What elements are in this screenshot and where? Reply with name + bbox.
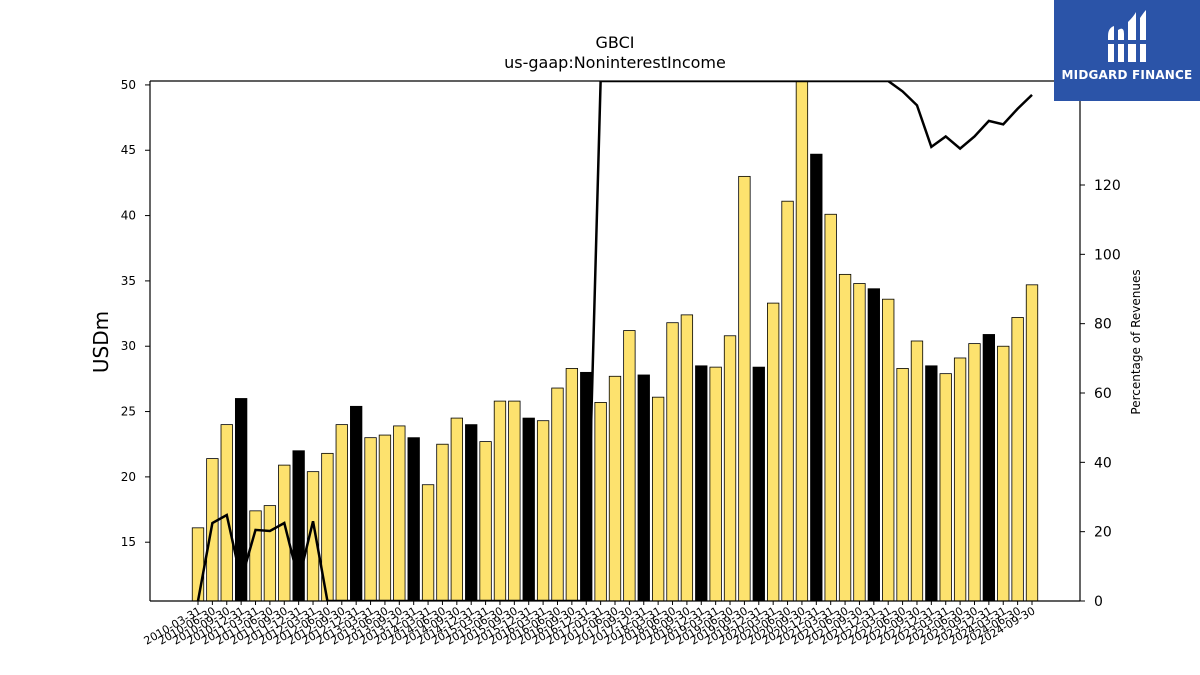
y-tick-label-45: 45 [121, 143, 136, 157]
bar-2011-12-31 [292, 450, 305, 601]
bar-2010-03-31 [191, 527, 205, 601]
y2-tick-label-80: 80 [1094, 317, 1112, 333]
y-tick-label-30: 30 [121, 339, 136, 353]
bar-2015-09-30 [508, 400, 521, 601]
bar-2022-06-30 [896, 368, 909, 601]
y-tick-label-25: 25 [121, 405, 136, 419]
bar-2019-03-31 [709, 366, 722, 601]
bar-2013-12-31 [407, 437, 420, 601]
bar-2016-06-30 [551, 387, 564, 601]
bar-2018-12-31 [695, 365, 708, 601]
y-tick-label-40: 40 [121, 209, 136, 223]
plot-area: 15202530354045500204060801001202010-03-3… [121, 78, 1121, 648]
y2-tick-label-40: 40 [1094, 455, 1112, 471]
bar-2015-03-31 [479, 441, 492, 601]
bar-2017-12-31 [637, 374, 650, 601]
bar-2024-06-30 [1011, 317, 1024, 601]
bar-2022-09-30 [910, 340, 924, 601]
bar-2011-03-31 [249, 510, 262, 601]
midgard-logo-icon [1106, 10, 1148, 63]
brand-logo: MIDGARD FINANCE [1054, 0, 1200, 101]
bar-2020-09-30 [795, 81, 809, 601]
bar-2011-09-30 [278, 464, 291, 601]
bar-2019-12-31 [752, 366, 765, 601]
chart-subtitle: us-gaap:NoninterestIncome [504, 53, 726, 72]
y2-tick-label-0: 0 [1094, 594, 1103, 610]
chart-title: GBCI [596, 33, 635, 52]
bar-2018-03-31 [651, 396, 665, 601]
bar-2024-09-30 [1025, 284, 1039, 601]
bar-2012-09-30 [335, 424, 348, 601]
bar-2023-06-30 [953, 357, 967, 601]
bar-2021-12-31 [867, 288, 880, 601]
bar-2015-06-30 [493, 400, 507, 601]
bar-2014-06-30 [436, 443, 449, 601]
y2-tick-label-20: 20 [1094, 525, 1112, 541]
bar-2020-12-31 [810, 153, 823, 601]
bar-2015-12-31 [522, 417, 535, 601]
bar-2014-09-30 [450, 417, 463, 601]
line-series [196, 81, 1033, 601]
bar-2020-06-30 [781, 200, 794, 601]
bar-2019-09-30 [738, 175, 751, 601]
bar-2017-09-30 [623, 330, 636, 601]
y-tick-label-20: 20 [121, 470, 136, 484]
y-tick-label-35: 35 [121, 274, 136, 288]
bar-2021-09-30 [853, 283, 866, 601]
bar-2019-06-30 [723, 335, 737, 601]
bar-2021-03-31 [824, 213, 837, 601]
bar-2017-06-30 [608, 375, 622, 601]
bar-2023-03-31 [939, 373, 952, 601]
y2-tick-label-60: 60 [1094, 386, 1112, 402]
brand-name: MIDGARD FINANCE [1061, 68, 1193, 82]
bar-2022-12-31 [925, 365, 938, 601]
bar-2022-03-31 [882, 298, 895, 601]
bar-2016-03-31 [536, 420, 550, 601]
bar-2013-09-30 [393, 425, 406, 601]
y-axis-label: USDm [89, 311, 113, 373]
bar-2012-03-31 [306, 471, 320, 601]
y2-tick-label-120: 120 [1094, 178, 1121, 194]
bar-2023-12-31 [982, 334, 996, 601]
bar-2010-09-30 [220, 424, 233, 601]
y-tick-label-50: 50 [121, 78, 136, 92]
bar-2014-12-31 [465, 424, 478, 601]
bar-2011-06-30 [263, 505, 277, 601]
bar-2016-09-30 [565, 368, 579, 601]
bar-2024-03-31 [997, 345, 1010, 601]
bar-2012-12-31 [350, 405, 363, 601]
bar-2013-03-31 [364, 437, 377, 601]
bar-2021-06-30 [838, 273, 852, 601]
bar-2018-06-30 [666, 322, 679, 601]
y2-tick-label-100: 100 [1094, 247, 1121, 263]
bar-2020-03-31 [767, 302, 780, 601]
bar-2013-06-30 [378, 434, 392, 601]
bar-2023-09-30 [968, 343, 981, 601]
y-tick-label-15: 15 [121, 535, 136, 549]
bar-2017-03-31 [594, 402, 607, 601]
bar-2018-09-30 [680, 314, 694, 601]
y2-axis-label: Percentage of Revenues [1129, 269, 1143, 414]
bar-2014-03-31 [421, 484, 435, 601]
